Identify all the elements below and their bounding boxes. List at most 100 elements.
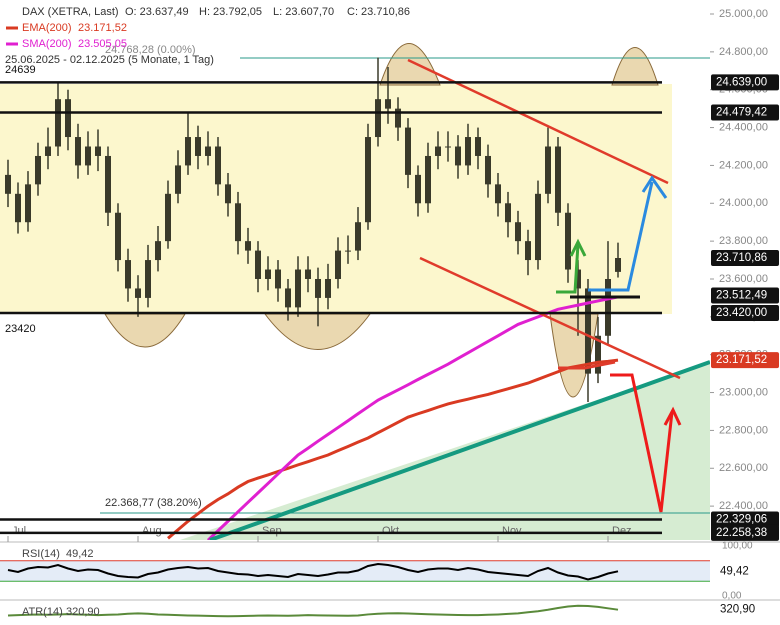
level-annotation: 23420 bbox=[5, 323, 36, 335]
candle-body bbox=[15, 193, 21, 223]
arrow-head bbox=[641, 175, 668, 199]
arc bbox=[104, 313, 186, 348]
candle-body bbox=[125, 260, 131, 289]
y-tick-label: 22.600,00 bbox=[719, 462, 768, 474]
candle-body bbox=[45, 146, 51, 156]
candle-body bbox=[545, 146, 551, 194]
x-tick-label: Jul bbox=[12, 525, 26, 537]
x-tick-label: Sep bbox=[262, 525, 282, 537]
level-box bbox=[711, 511, 779, 528]
candle-body bbox=[295, 269, 301, 308]
annotations-drawing bbox=[209, 58, 710, 540]
y-tick-label: 24.000,00 bbox=[719, 197, 768, 209]
value-box bbox=[711, 563, 779, 580]
candle-body bbox=[25, 184, 31, 223]
level-box bbox=[711, 287, 779, 304]
candle-body bbox=[175, 165, 181, 194]
fib-label: 22.368,77 (38.20%) bbox=[105, 497, 202, 509]
level-label: 23.420,00 bbox=[716, 307, 767, 319]
candle-body bbox=[325, 278, 331, 298]
value-label: 49,42 bbox=[720, 565, 749, 577]
arc bbox=[611, 47, 659, 86]
candle-body bbox=[555, 146, 561, 213]
level-label: 24.479,42 bbox=[716, 107, 767, 119]
y-tick-label: 22.800,00 bbox=[719, 424, 768, 436]
candle-body bbox=[245, 241, 251, 251]
y-tick-label: 23.800,00 bbox=[719, 235, 768, 247]
series-line bbox=[167, 358, 619, 540]
candle-body bbox=[185, 137, 191, 166]
candle-body bbox=[85, 146, 91, 166]
channel-line bbox=[419, 256, 681, 380]
x-tick-label: Nov bbox=[502, 525, 522, 537]
candle-body bbox=[155, 241, 161, 261]
x-tick-label: Dez bbox=[612, 525, 632, 537]
candle-body bbox=[55, 99, 61, 147]
candle-body bbox=[615, 258, 621, 272]
candle-body bbox=[275, 269, 281, 289]
arrow-head bbox=[569, 238, 587, 257]
candle-body bbox=[475, 137, 481, 156]
candle-body bbox=[35, 155, 41, 185]
candle-body bbox=[345, 250, 351, 252]
candle-body bbox=[75, 137, 81, 166]
candle-body bbox=[365, 137, 371, 223]
candle-body bbox=[315, 278, 321, 298]
level-annotation: 24639 bbox=[5, 64, 36, 76]
candle-body bbox=[145, 260, 151, 298]
candle-body bbox=[105, 155, 111, 213]
level-label: 24.639,00 bbox=[716, 76, 767, 88]
candle-body bbox=[305, 269, 311, 279]
value-box bbox=[711, 601, 779, 618]
level-label: 23.171,52 bbox=[716, 354, 767, 366]
arrow-head bbox=[663, 406, 682, 426]
level-label: 22.329,06 bbox=[716, 514, 767, 526]
candle-body bbox=[465, 137, 471, 166]
x-tick-label: Aug bbox=[142, 525, 162, 537]
candle-body bbox=[595, 335, 601, 374]
candle-body bbox=[255, 250, 261, 279]
y-tick-label: 23.000,00 bbox=[719, 386, 768, 398]
period-label: 25.06.2025 - 02.12.2025 (5 Monate, 1 Tag… bbox=[5, 54, 214, 66]
candle-body bbox=[445, 146, 451, 148]
y-tick-label: 0,00 bbox=[722, 591, 742, 602]
chart-title: DAX (XETRA, Last) bbox=[22, 6, 119, 18]
ohlc-label: H: 23.792,05 bbox=[199, 6, 262, 18]
arrow bbox=[588, 181, 654, 292]
arrow bbox=[556, 243, 580, 294]
candle-body bbox=[335, 250, 341, 279]
arc bbox=[379, 43, 441, 86]
candle-body bbox=[285, 288, 291, 308]
candle-body bbox=[425, 155, 431, 204]
candle-body bbox=[205, 146, 211, 156]
candle-body bbox=[375, 99, 381, 138]
arrow bbox=[558, 360, 616, 370]
level-label: 23.512,49 bbox=[716, 290, 767, 302]
legend-value: 23.171,52 bbox=[78, 22, 127, 34]
y-tick-label: 23.600,00 bbox=[719, 273, 768, 285]
level-box bbox=[711, 104, 779, 121]
candle-body bbox=[385, 99, 391, 109]
y-tick-label: 100,00 bbox=[722, 541, 753, 552]
ohlc-label: L: 23.607,70 bbox=[273, 6, 334, 18]
y-tick-label: 25.000,00 bbox=[719, 8, 768, 20]
y-tick-label: 24.400,00 bbox=[719, 121, 768, 133]
candle-body bbox=[395, 108, 401, 128]
plot-area bbox=[5, 57, 621, 540]
y-tick-label: 24.200,00 bbox=[719, 159, 768, 171]
legend-label: EMA(200) bbox=[22, 22, 72, 34]
level-box bbox=[711, 305, 779, 322]
candle-body bbox=[355, 222, 361, 251]
candle-body bbox=[65, 99, 71, 138]
level-box bbox=[711, 250, 779, 267]
level-label: 22.258,38 bbox=[716, 527, 767, 539]
candle-body bbox=[415, 174, 421, 204]
candle-body bbox=[575, 269, 581, 289]
candle-body bbox=[265, 269, 271, 279]
level-box bbox=[711, 74, 779, 91]
y-tick-label: 22.400,00 bbox=[719, 500, 768, 512]
candle-body bbox=[115, 212, 121, 261]
legend-label: SMA(200) bbox=[22, 38, 72, 50]
candle-body bbox=[455, 146, 461, 166]
series-line bbox=[7, 562, 619, 581]
